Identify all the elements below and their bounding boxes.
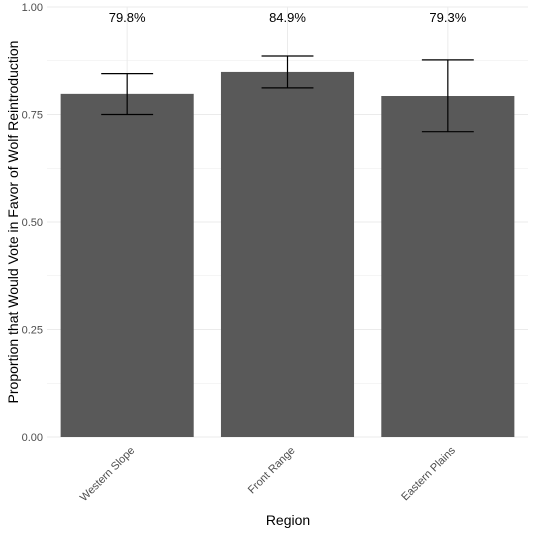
x-tick-label: Western Slope bbox=[78, 445, 137, 504]
y-tick-label: 0.00 bbox=[22, 432, 43, 444]
x-axis-ticks: Western Slope Front Range Eastern Plains bbox=[78, 444, 458, 504]
data-label: 84.9% bbox=[269, 10, 306, 25]
x-tick-label: Front Range bbox=[246, 445, 298, 497]
y-tick-label: 0.75 bbox=[22, 110, 43, 122]
bar bbox=[220, 71, 355, 438]
y-tick-label: 1.00 bbox=[22, 2, 43, 14]
bars bbox=[60, 71, 515, 438]
error-bars bbox=[101, 55, 474, 133]
y-tick-label: 0.25 bbox=[22, 325, 43, 337]
data-label: 79.8% bbox=[109, 10, 146, 25]
bar bbox=[60, 93, 194, 438]
data-labels: 79.8% 84.9% 79.3% bbox=[109, 10, 467, 25]
y-axis-ticks: 0.00 0.25 0.50 0.75 1.00 bbox=[22, 2, 43, 444]
data-label: 79.3% bbox=[429, 10, 466, 25]
y-tick-label: 0.50 bbox=[22, 217, 43, 229]
bar bbox=[381, 96, 515, 437]
y-axis-title: Proportion that Would Vote in Favor of W… bbox=[5, 41, 21, 404]
x-tick-label: Eastern Plains bbox=[399, 444, 458, 503]
x-axis-title: Region bbox=[266, 512, 310, 528]
